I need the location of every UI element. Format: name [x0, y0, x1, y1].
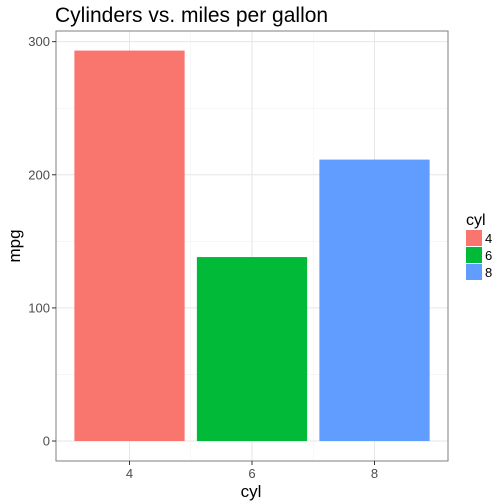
bars — [74, 50, 430, 442]
legend-key-4 — [466, 230, 482, 246]
legend-label-4: 4 — [485, 231, 492, 246]
x-axis-title: cyl — [241, 482, 262, 501]
x-tick-label: 8 — [371, 466, 378, 481]
x-axis: 4 6 8 — [126, 461, 378, 481]
chart-title: Cylinders vs. miles per gallon — [55, 4, 328, 27]
legend: cyl 4 6 8 — [466, 212, 492, 280]
bar-cyl-6 — [196, 257, 308, 442]
legend-key-6 — [466, 247, 482, 263]
bar-cyl-4 — [74, 50, 185, 442]
legend-label-6: 6 — [485, 248, 492, 263]
legend-items: 4 6 8 — [466, 230, 492, 280]
y-tick-label: 0 — [43, 434, 50, 449]
plot-panel — [55, 30, 449, 462]
y-tick-label: 100 — [28, 300, 50, 315]
legend-label-8: 8 — [485, 265, 492, 280]
y-axis-title: mpg — [5, 229, 24, 262]
y-tick-label: 200 — [28, 167, 50, 182]
legend-key-8 — [466, 264, 482, 280]
x-tick-label: 4 — [126, 466, 133, 481]
legend-title: cyl — [466, 212, 486, 229]
y-axis: 0 100 200 300 — [28, 34, 56, 449]
x-tick-label: 6 — [248, 466, 255, 481]
y-tick-label: 300 — [28, 34, 50, 49]
bar-cyl-8 — [319, 159, 430, 442]
